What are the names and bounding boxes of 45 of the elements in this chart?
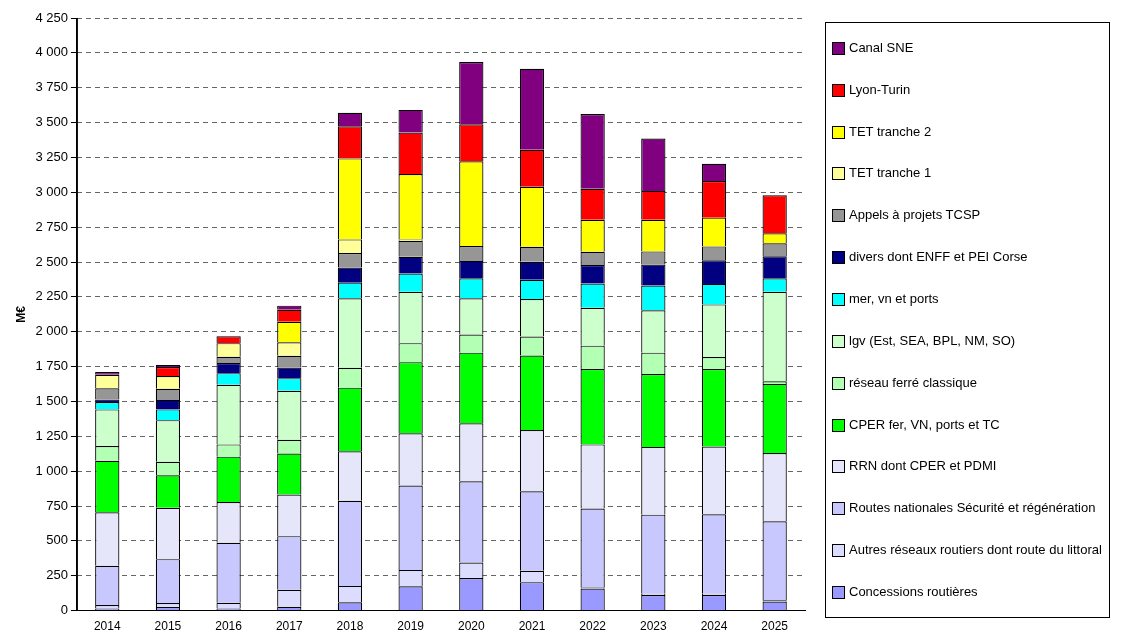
legend-label: divers dont ENFF et PEI Corse: [849, 249, 1028, 266]
y-tick-label: 2 000: [35, 323, 68, 339]
legend-label: Canal SNE: [849, 39, 914, 56]
legend-label: RRN dont CPER et PDMI: [849, 458, 997, 475]
x-tick-label: 2023: [639, 619, 667, 634]
legend-label: mer, vn et ports: [849, 290, 939, 307]
legend-label: TET tranche 2: [849, 123, 932, 140]
x-tick-label: 2018: [336, 619, 364, 634]
y-tick-label: 2 250: [35, 288, 68, 304]
legend-label: CPER fer, VN, ports et TC: [849, 416, 1000, 433]
y-tick-label: 0: [60, 602, 68, 618]
x-tick-label: 2020: [457, 619, 485, 634]
y-tick-label: 3 000: [35, 183, 68, 199]
y-tick-label: 500: [46, 532, 68, 548]
x-tick-label: 2025: [761, 619, 789, 634]
y-tick-label: 250: [46, 567, 68, 583]
y-tick-label: 4 000: [35, 44, 68, 60]
y-tick-label: 1 250: [35, 427, 68, 443]
legend-label: TET tranche 1: [849, 165, 932, 182]
x-tick-label: 2016: [215, 619, 243, 634]
legend-label: Routes nationales Sécurité et régénération: [849, 500, 1096, 517]
y-tick-label: 1 000: [35, 462, 68, 478]
x-tick-label: 2017: [275, 619, 303, 634]
legend-label: lgv (Est, SEA, BPL, NM, SO): [849, 332, 1016, 349]
legend-label: Appels à projets TCSP: [849, 207, 981, 224]
y-tick-label: 2 750: [35, 218, 68, 234]
y-axis-title: M€: [13, 305, 28, 323]
legend-label: Concessions routières: [849, 583, 978, 600]
y-tick-label: 4 250: [35, 9, 68, 25]
legend-label: Lyon-Turin: [849, 81, 911, 98]
y-tick-label: 1 750: [35, 358, 68, 374]
y-tick-label: 2 500: [35, 253, 68, 269]
x-tick-label: 2021: [518, 619, 546, 634]
y-tick-label: 1 500: [35, 393, 68, 409]
y-tick-label: 3 750: [35, 79, 68, 95]
x-tick-label: 2019: [397, 619, 425, 634]
y-tick-label: 3 250: [35, 149, 68, 165]
x-tick-label: 2024: [700, 619, 728, 634]
x-tick-label: 2014: [93, 619, 121, 634]
y-tick-label: 3 500: [35, 114, 68, 130]
x-tick-label: 2022: [579, 619, 607, 634]
y-tick-label: 750: [46, 497, 68, 513]
legend-label: Autres réseaux routiers dont route du littoral: [849, 542, 1102, 559]
x-tick-label: 2015: [154, 619, 182, 634]
legend-label: réseau ferré classique: [849, 374, 977, 391]
